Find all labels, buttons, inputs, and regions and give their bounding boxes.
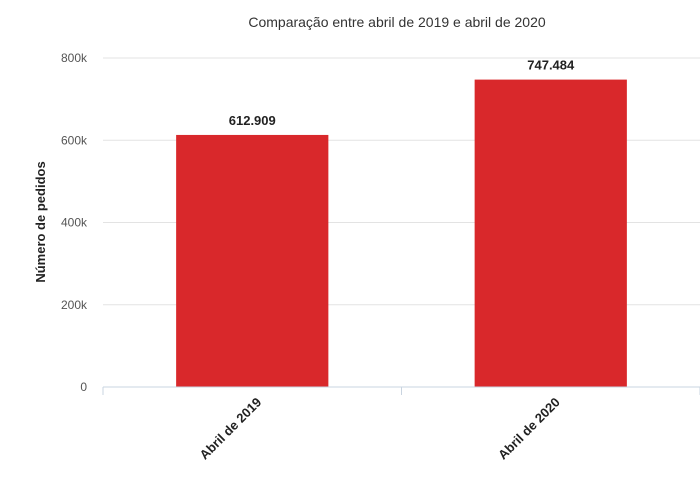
data-labels: 612.909 747.484	[229, 58, 575, 128]
chart-title: Comparação entre abril de 2019 e abril d…	[248, 14, 546, 30]
y-tick-label: 0	[80, 380, 87, 394]
x-axis-ticks: Abril de 2019 Abril de 2020	[102, 387, 700, 463]
x-tick-label: Abril de 2020	[495, 395, 563, 463]
y-axis-label: Número de pedidos	[33, 161, 48, 282]
data-label: 612.909	[229, 113, 276, 128]
y-tick-label: 400k	[61, 216, 88, 230]
y-axis-ticks: 0 200k 400k 600k 800k	[61, 51, 88, 394]
y-tick-label: 200k	[61, 298, 88, 312]
x-tick-label: Abril de 2019	[197, 395, 265, 463]
y-tick-label: 800k	[61, 51, 88, 65]
y-tick-label: 600k	[61, 133, 88, 147]
bar	[176, 134, 329, 387]
bars	[176, 79, 627, 388]
bar	[474, 79, 627, 388]
data-label: 747.484	[527, 58, 575, 73]
